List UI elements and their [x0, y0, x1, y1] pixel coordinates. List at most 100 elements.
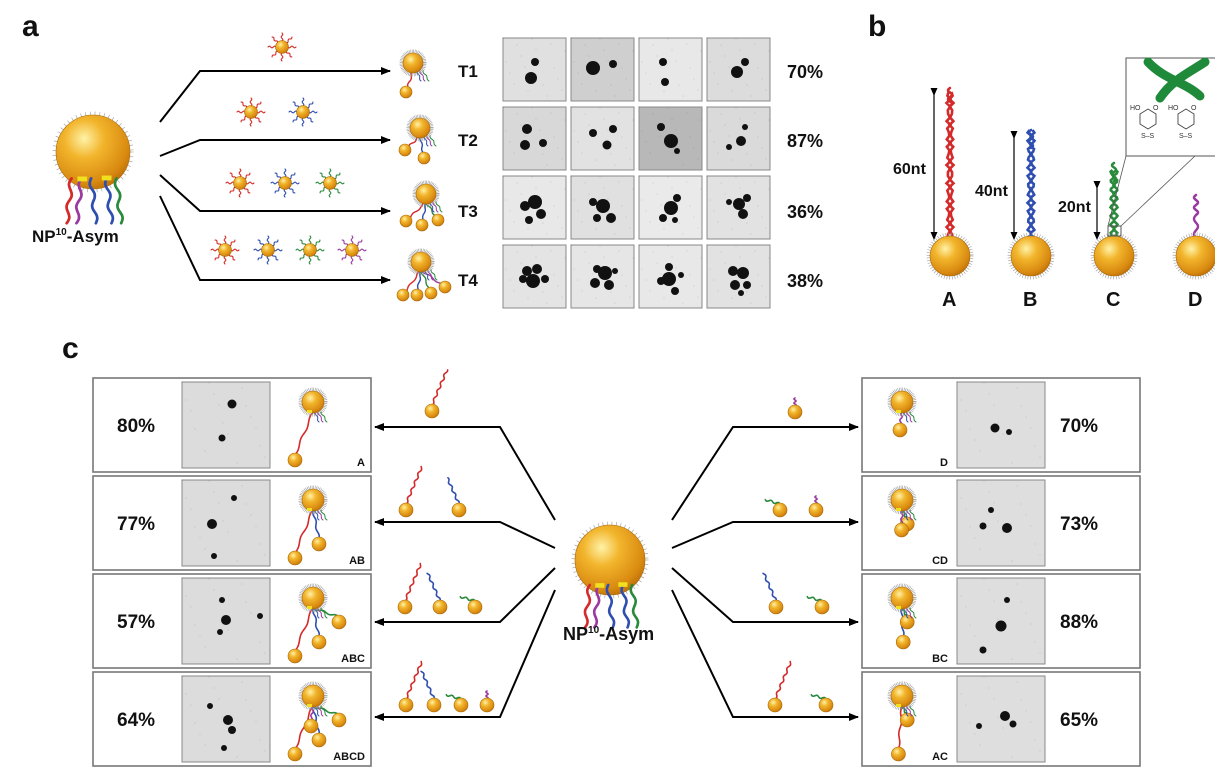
sugar-ring [1177, 108, 1195, 130]
panel-c: NP10-Asym 80% A 77% AB 57% ABC 64% ABCD D 70% CD 73… [92, 369, 1141, 767]
nanoparticle-dot [738, 290, 744, 296]
ligand-shell [298, 485, 328, 515]
dna-strand [288, 186, 296, 194]
gold-nanoparticle [892, 422, 908, 438]
dna-strand [903, 705, 909, 717]
gold-nanoparticle [233, 176, 247, 190]
tem-image-t4-2 [570, 244, 635, 309]
reaction-arrow-left [374, 423, 556, 521]
tem-image-t3-2 [570, 175, 635, 240]
dna-strand [267, 45, 277, 49]
gold-nanoparticle [1010, 235, 1052, 277]
left-result-box-a: 80% A [92, 377, 372, 473]
tem-image-t2-4 [706, 106, 771, 171]
dna-strand [253, 248, 263, 252]
gold-nanoparticle [345, 243, 359, 257]
nanoparticle-dot [589, 129, 597, 137]
ligand-shell [887, 485, 917, 515]
gold-nanoparticle [479, 697, 495, 713]
tem-image [956, 479, 1046, 567]
dna-strand [287, 45, 297, 49]
gold-nanoparticle [891, 746, 906, 762]
gold-nanoparticle [890, 390, 914, 414]
particle-letter: D [1188, 289, 1202, 311]
nanoparticle-dot [593, 214, 601, 222]
gold-nanoparticle [431, 213, 445, 227]
duplex-strand [947, 91, 956, 239]
gold-nanoparticle [311, 536, 327, 552]
product-schematics-a [396, 49, 452, 302]
dna-strand [238, 188, 242, 198]
product-t4 [396, 248, 452, 302]
dna-strand [315, 181, 325, 185]
nanoparticle-dot [532, 264, 542, 274]
gold-nanoparticle [409, 117, 431, 139]
disulfide-label: S–S [1141, 133, 1155, 140]
tem-image-t2-1 [502, 106, 567, 171]
dna-strand [210, 248, 220, 252]
gold-nanoparticle [1175, 235, 1215, 277]
nanoparticle-dot [742, 124, 748, 130]
ho-label: HO [1168, 105, 1179, 112]
dna-strand [906, 411, 913, 423]
dna-strand [113, 177, 124, 225]
yield-t1: 70% [787, 62, 823, 82]
gold-nanoparticle [287, 452, 303, 468]
gold-nanoparticle [331, 712, 347, 728]
dna-strand [320, 705, 328, 717]
tem-image-t2-3 [638, 106, 703, 171]
dna-strand [764, 498, 781, 505]
dna-strand [314, 607, 320, 619]
gold-nanoparticle [399, 85, 413, 99]
dna-strand [620, 583, 631, 629]
gold-nanoparticle [287, 746, 303, 762]
row-label-t2: T2 [458, 131, 478, 150]
ligand-shell [399, 49, 427, 77]
nanoparticle-dot [218, 434, 226, 442]
nanoparticle-dot [221, 615, 231, 625]
multi-strand-particle [236, 97, 266, 127]
dna-strand [301, 117, 305, 127]
dna-strand [459, 595, 476, 602]
dna-strand [266, 255, 270, 265]
ligand-shell [887, 681, 917, 711]
product-t2 [398, 114, 437, 165]
ligand-shell [412, 180, 440, 208]
added-particles-left [397, 369, 495, 713]
nanoparticle-dot [602, 140, 612, 150]
dna-strand [328, 168, 332, 178]
nanoparticle-dot [731, 66, 743, 78]
ligand-shell [406, 114, 434, 142]
dna-strand [909, 705, 917, 717]
nanoparticle-dot [1000, 711, 1010, 721]
gold-nanoparticle [818, 697, 834, 713]
added-particles-right [762, 397, 834, 713]
nanoparticle-dot [217, 629, 223, 635]
nanoparticle-dot [525, 216, 533, 224]
nanoparticle-dot [736, 136, 746, 146]
dna-strand [308, 110, 318, 114]
multi-strand-particle [295, 235, 325, 265]
assembly-code: AB [349, 555, 365, 567]
dna-strand [288, 172, 296, 180]
nanoparticle-dot [730, 280, 740, 290]
gold-nanoparticle [244, 105, 258, 119]
dna-strand [810, 693, 827, 700]
nanoparticle-dot [221, 745, 227, 751]
panel-label-c: c [62, 332, 79, 365]
product-t3 [399, 180, 445, 232]
dna-strand [337, 248, 347, 252]
reaction-arrow-left [374, 518, 556, 549]
dna-strand [74, 177, 83, 225]
reaction-arrow-right [671, 589, 859, 721]
dna-strand [273, 248, 283, 252]
tem-image-t3-1 [502, 175, 567, 240]
nanoparticle-dot [228, 726, 236, 734]
gold-nanoparticle [287, 550, 303, 566]
dna-strand [317, 607, 324, 619]
dna-strand [485, 690, 489, 700]
nanoparticle-dot [672, 217, 678, 223]
assembly-code: D [940, 457, 948, 469]
tem-image [956, 577, 1046, 665]
dna-strand [592, 583, 601, 629]
